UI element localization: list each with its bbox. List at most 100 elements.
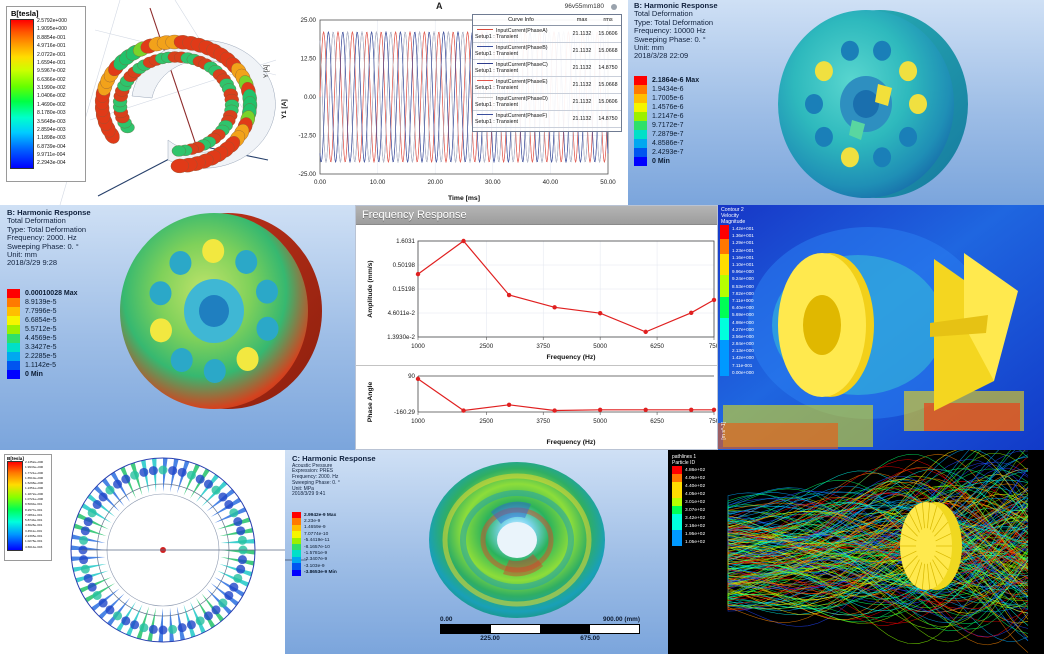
legend-label: 1.7005e-6 bbox=[647, 95, 684, 102]
svg-text:20.00: 20.00 bbox=[427, 179, 443, 186]
svg-text:750: 750 bbox=[709, 418, 717, 425]
legend-swatch bbox=[672, 474, 682, 482]
legend-tick: 3.5648e-003 bbox=[37, 120, 67, 125]
legend-label: 1.23e+001 bbox=[729, 248, 754, 253]
legend-row: 1.36e+001 bbox=[720, 232, 762, 239]
legend-swatch bbox=[672, 530, 682, 538]
legend-title-line: Velocity Magnitude bbox=[721, 213, 762, 225]
legend-row: 2.84e+000 bbox=[720, 340, 762, 347]
plot-menu-icon[interactable] bbox=[611, 4, 617, 10]
legend-label: 3.42e+02 bbox=[682, 516, 705, 521]
legend-row: 3.3427e-5 bbox=[7, 343, 78, 352]
legend-swatch bbox=[720, 333, 729, 340]
legend-row: 1.42e+000 bbox=[720, 354, 762, 361]
legend-tick: 1.7721e+000 bbox=[25, 472, 43, 475]
frequency-response-titlebar[interactable]: Frequency Response bbox=[356, 206, 717, 225]
legend-row: 4.4569e-5 bbox=[7, 334, 78, 343]
legend-tick: 1.6510e+000 bbox=[25, 477, 43, 480]
legend-label: 1.29e+001 bbox=[729, 240, 754, 245]
svg-text:2500: 2500 bbox=[479, 343, 493, 350]
legend-label: 1.42e+000 bbox=[729, 355, 754, 360]
legend-label: 0 Min bbox=[647, 158, 670, 165]
svg-text:6250: 6250 bbox=[650, 418, 664, 425]
legend-swatch bbox=[720, 225, 729, 232]
legend-label: 5.5712e-5 bbox=[20, 326, 57, 333]
svg-text:-25.00: -25.00 bbox=[298, 171, 316, 178]
legend-swatch bbox=[720, 283, 729, 290]
legend-label: 7.0774e-10 bbox=[301, 532, 328, 537]
panel-frequency-response-window: Frequency Response 1000 2500 3750 5000 6250 7… bbox=[355, 205, 718, 450]
y-axis-title: Y1 [A] bbox=[281, 99, 288, 119]
legend-swatch bbox=[672, 466, 682, 474]
acoustic-info-text: C: Harmonic Response Acoustic Pressure Exp… bbox=[292, 456, 376, 498]
legend-label: 1.9434e-6 bbox=[647, 86, 684, 93]
acoustic-scale-t2: 675.00 bbox=[580, 635, 600, 642]
legend-tick: 1.9095e+000 bbox=[37, 27, 67, 32]
curve-info-header: max bbox=[569, 15, 595, 26]
legend-tick: 1.0721e+000 bbox=[25, 498, 43, 501]
panel-pathlines-particle-id: pathlines 1 Particle ID 4.86e+02 4.06e+02 4… bbox=[668, 450, 1044, 654]
legend-label: 5.69e+000 bbox=[729, 312, 754, 317]
curve-info-name: InputCurrent(PhaseA) Setup1 : Transient bbox=[473, 26, 569, 43]
phase-angle-chart: 1000250037505000625075090-160.29 Phase A… bbox=[356, 366, 717, 450]
legend-label: 3.01e+02 bbox=[682, 500, 705, 505]
legend-swatch bbox=[720, 369, 729, 376]
legend-swatch bbox=[720, 304, 729, 311]
legend-tick: 6.6366e-002 bbox=[37, 78, 67, 83]
curve-info-row: InputCurrent(PhaseD) Setup1 : Transient 21… bbox=[473, 94, 621, 111]
legend-swatch bbox=[720, 347, 729, 354]
legend-label: 1.10e+001 bbox=[729, 262, 754, 267]
legend-swatch bbox=[672, 490, 682, 498]
curve-info-rms: 15.0606 bbox=[595, 94, 621, 111]
legend-row: 0.00010028 Max bbox=[7, 289, 78, 298]
legend-row: 4.98e+000 bbox=[720, 318, 762, 325]
svg-text:1.6031: 1.6031 bbox=[396, 238, 415, 245]
legend-label: -1.5781e-9 bbox=[301, 551, 327, 556]
flux-section-legend-ticks: 2.1352e+000 1.9933e+000 1.7721e+000 1.6510e… bbox=[23, 461, 43, 549]
curve-info-name: InputCurrent(PhaseB) Setup1 : Transient bbox=[473, 43, 569, 60]
legend-label: 1.36e+001 bbox=[729, 233, 754, 238]
legend-label: 2.84e+000 bbox=[729, 341, 754, 346]
legend-label: 2.13e+000 bbox=[729, 348, 754, 353]
flux-legend-frame: B[tesla] 2.5792e+000 1.9095e+000 8.8854e-0… bbox=[6, 6, 86, 182]
legend-label: 1.05e+02 bbox=[682, 540, 705, 545]
legend-row: 1.95e+02 bbox=[672, 530, 720, 538]
svg-text:90: 90 bbox=[408, 373, 415, 380]
legend-label: 4.86e+02 bbox=[682, 468, 705, 473]
svg-text:3750: 3750 bbox=[536, 418, 550, 425]
legend-row: 1.7005e-6 bbox=[634, 94, 699, 103]
legend-row: 1.10e+001 bbox=[720, 261, 762, 268]
pathlines-legend-title: pathlines 1 Particle ID bbox=[672, 454, 720, 466]
svg-text:5000: 5000 bbox=[593, 418, 607, 425]
legend-label: 4.4569e-5 bbox=[20, 335, 57, 342]
legend-label: 1.4576e-6 bbox=[647, 104, 684, 111]
legend-label: 3.07e+02 bbox=[682, 508, 705, 513]
panel-transient-current-plot: A 96v55mm180 0.00 10.00 20.00 30.00 40.00 50.… bbox=[276, 0, 629, 205]
legend-tick: 1.2351e+000 bbox=[25, 487, 43, 490]
legend-row: 0 Min bbox=[7, 370, 78, 379]
legend-row: 7.7996e-5 bbox=[7, 307, 78, 316]
curve-info-table: Curve Info max rms InputCurrent(PhaseA) Set… bbox=[472, 14, 622, 132]
svg-text:30.00: 30.00 bbox=[485, 179, 501, 186]
legend-row: 0 Min bbox=[634, 157, 699, 166]
legend-swatch bbox=[720, 268, 729, 275]
x-axis-title: Time [ms] bbox=[448, 195, 480, 202]
legend-row: 8.53e+000 bbox=[720, 283, 762, 290]
legend-label: 0.00010028 Max bbox=[20, 290, 78, 297]
curve-info-header: rms bbox=[595, 15, 621, 26]
legend-swatch bbox=[720, 354, 729, 361]
legend-swatch bbox=[720, 326, 729, 333]
legend-label: 9.7172e-7 bbox=[647, 122, 684, 129]
legend-tick: 6.8739e-004 bbox=[37, 145, 67, 150]
pathlines-svg bbox=[668, 450, 1044, 654]
legend-row: 6.40e+000 bbox=[720, 304, 762, 311]
curve-info-max: 21.1132 bbox=[569, 43, 595, 60]
legend-row: 2.13e+000 bbox=[720, 347, 762, 354]
pathlines-legend: pathlines 1 Particle ID 4.86e+02 4.06e+02 4… bbox=[672, 454, 720, 546]
svg-text:1000: 1000 bbox=[411, 418, 425, 425]
legend-label: 7.11e+000 bbox=[729, 298, 754, 303]
svg-text:3750: 3750 bbox=[536, 343, 550, 350]
legend-swatch bbox=[634, 76, 647, 85]
legend-label: 0.00e+000 bbox=[729, 370, 754, 375]
legend-swatch bbox=[7, 370, 20, 379]
